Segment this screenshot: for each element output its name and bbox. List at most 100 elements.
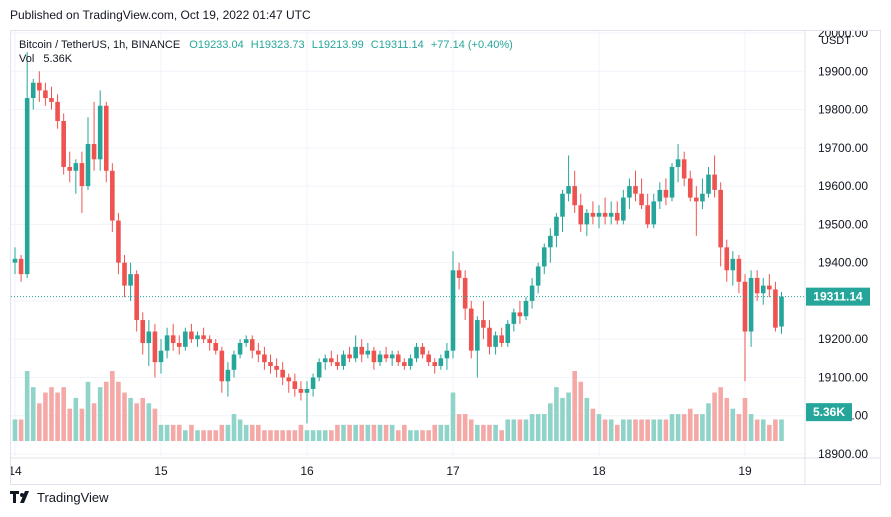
candle-body <box>736 258 742 282</box>
volume-bar <box>517 419 523 441</box>
candle-body <box>140 320 146 344</box>
y-tick-label: 18900.00 <box>818 447 868 461</box>
candle-body <box>213 343 219 351</box>
volume-bar <box>487 424 492 441</box>
volume-bar <box>61 387 66 441</box>
low-label: L <box>311 39 318 51</box>
volume-bar <box>596 414 602 441</box>
volume-bar <box>116 381 121 441</box>
volume-bar <box>237 419 243 441</box>
volume-bar <box>231 414 237 441</box>
candle-body <box>773 289 778 328</box>
candle-body <box>49 98 54 102</box>
candle-body <box>456 270 462 278</box>
candle-body <box>377 354 383 363</box>
volume-label[interactable]: Vol <box>19 53 35 65</box>
volume-bar <box>742 397 748 441</box>
candle-body <box>608 212 614 217</box>
volume-bar <box>103 381 109 441</box>
candle-body <box>754 277 760 294</box>
close-value: 19311.14 <box>378 39 424 51</box>
candle-body <box>730 258 736 271</box>
volume-bar <box>97 387 103 441</box>
volume-bar <box>493 424 498 441</box>
volume-bar <box>414 430 419 441</box>
y-axis[interactable]: 20000.00 19900.00 19800.00 19700.00 19600.00… <box>818 31 868 461</box>
candle-body <box>353 346 358 359</box>
candle-body <box>675 159 681 167</box>
candle-body <box>122 262 127 286</box>
candle-body <box>341 354 346 366</box>
volume-bar <box>633 419 638 441</box>
currency-label[interactable]: USDT <box>821 35 851 47</box>
candle-body <box>511 312 517 324</box>
candle-body <box>627 186 632 198</box>
volume-bar <box>43 392 48 441</box>
candle-body <box>645 205 650 225</box>
candle-body <box>633 186 638 194</box>
volume-bar <box>55 392 60 441</box>
candle-body <box>329 358 334 363</box>
candle-body <box>578 205 584 225</box>
volume-bar <box>462 414 468 441</box>
candle-body <box>85 143 91 187</box>
candle-body <box>268 362 273 366</box>
candle-body <box>706 174 711 194</box>
candle-body <box>687 178 693 198</box>
candle-body <box>91 143 97 160</box>
volume-bar <box>724 397 730 441</box>
candle-body <box>548 235 553 248</box>
volume-bar <box>578 381 584 441</box>
candle-body <box>249 339 255 351</box>
volume-bar <box>67 408 73 441</box>
volume-bar <box>779 419 784 441</box>
candle-body <box>402 362 407 366</box>
volume-bar <box>450 392 456 441</box>
candle-body <box>712 174 717 190</box>
footer-brand[interactable]: TradingView <box>10 490 109 505</box>
volume-bar <box>365 424 371 441</box>
volume-bar <box>170 424 176 441</box>
change-value: +77.14 (+0.40%) <box>430 39 513 51</box>
volume-legend: Vol 5.36K <box>19 53 72 65</box>
chart-legend: Bitcoin / TetherUS, 1h, BINANCE O19233.0… <box>19 37 513 53</box>
x-axis[interactable]: 14 15 16 17 18 19 <box>11 464 752 478</box>
volume-bar <box>164 424 170 441</box>
y-tick-label: 19100.00 <box>818 370 868 384</box>
volume-bar <box>669 414 675 441</box>
open-value: 19233.04 <box>197 39 244 51</box>
candle-body <box>529 285 535 301</box>
volume-bar <box>49 387 54 441</box>
y-tick-label: 20000.00 <box>818 31 868 40</box>
volume-bar <box>201 430 206 441</box>
volume-bar <box>73 397 79 441</box>
candle-body <box>195 335 200 340</box>
candle-body <box>219 350 225 382</box>
volume-bar <box>274 430 279 441</box>
candle-body <box>322 358 328 363</box>
volume-bar <box>359 424 365 441</box>
candle-body <box>700 193 705 202</box>
volume-bar <box>213 430 219 441</box>
candle-body <box>541 247 547 267</box>
volume-bar <box>18 419 24 441</box>
symbol-label[interactable]: Bitcoin / TetherUS, 1h, BINANCE <box>19 39 181 51</box>
candle-body <box>383 354 389 359</box>
volume-bar <box>371 424 377 441</box>
volume-bar <box>475 424 480 441</box>
candle-body <box>590 212 596 217</box>
volume-bar <box>189 424 194 441</box>
volume-bar <box>499 430 504 441</box>
volume-bar <box>353 424 358 441</box>
candle-body <box>134 274 139 321</box>
candle-body <box>475 320 480 351</box>
candle-body <box>24 98 30 275</box>
open-label: O <box>189 39 198 51</box>
candle-body <box>426 354 431 363</box>
price-chart[interactable]: 20000.00 19900.00 19800.00 19700.00 19600.00… <box>11 31 880 484</box>
volume-bar <box>700 414 705 441</box>
chart-container[interactable]: 20000.00 19900.00 19800.00 19700.00 19600.00… <box>10 30 881 485</box>
volume-bar <box>614 424 620 441</box>
volume-bar <box>773 419 778 441</box>
candle-body <box>170 335 176 344</box>
